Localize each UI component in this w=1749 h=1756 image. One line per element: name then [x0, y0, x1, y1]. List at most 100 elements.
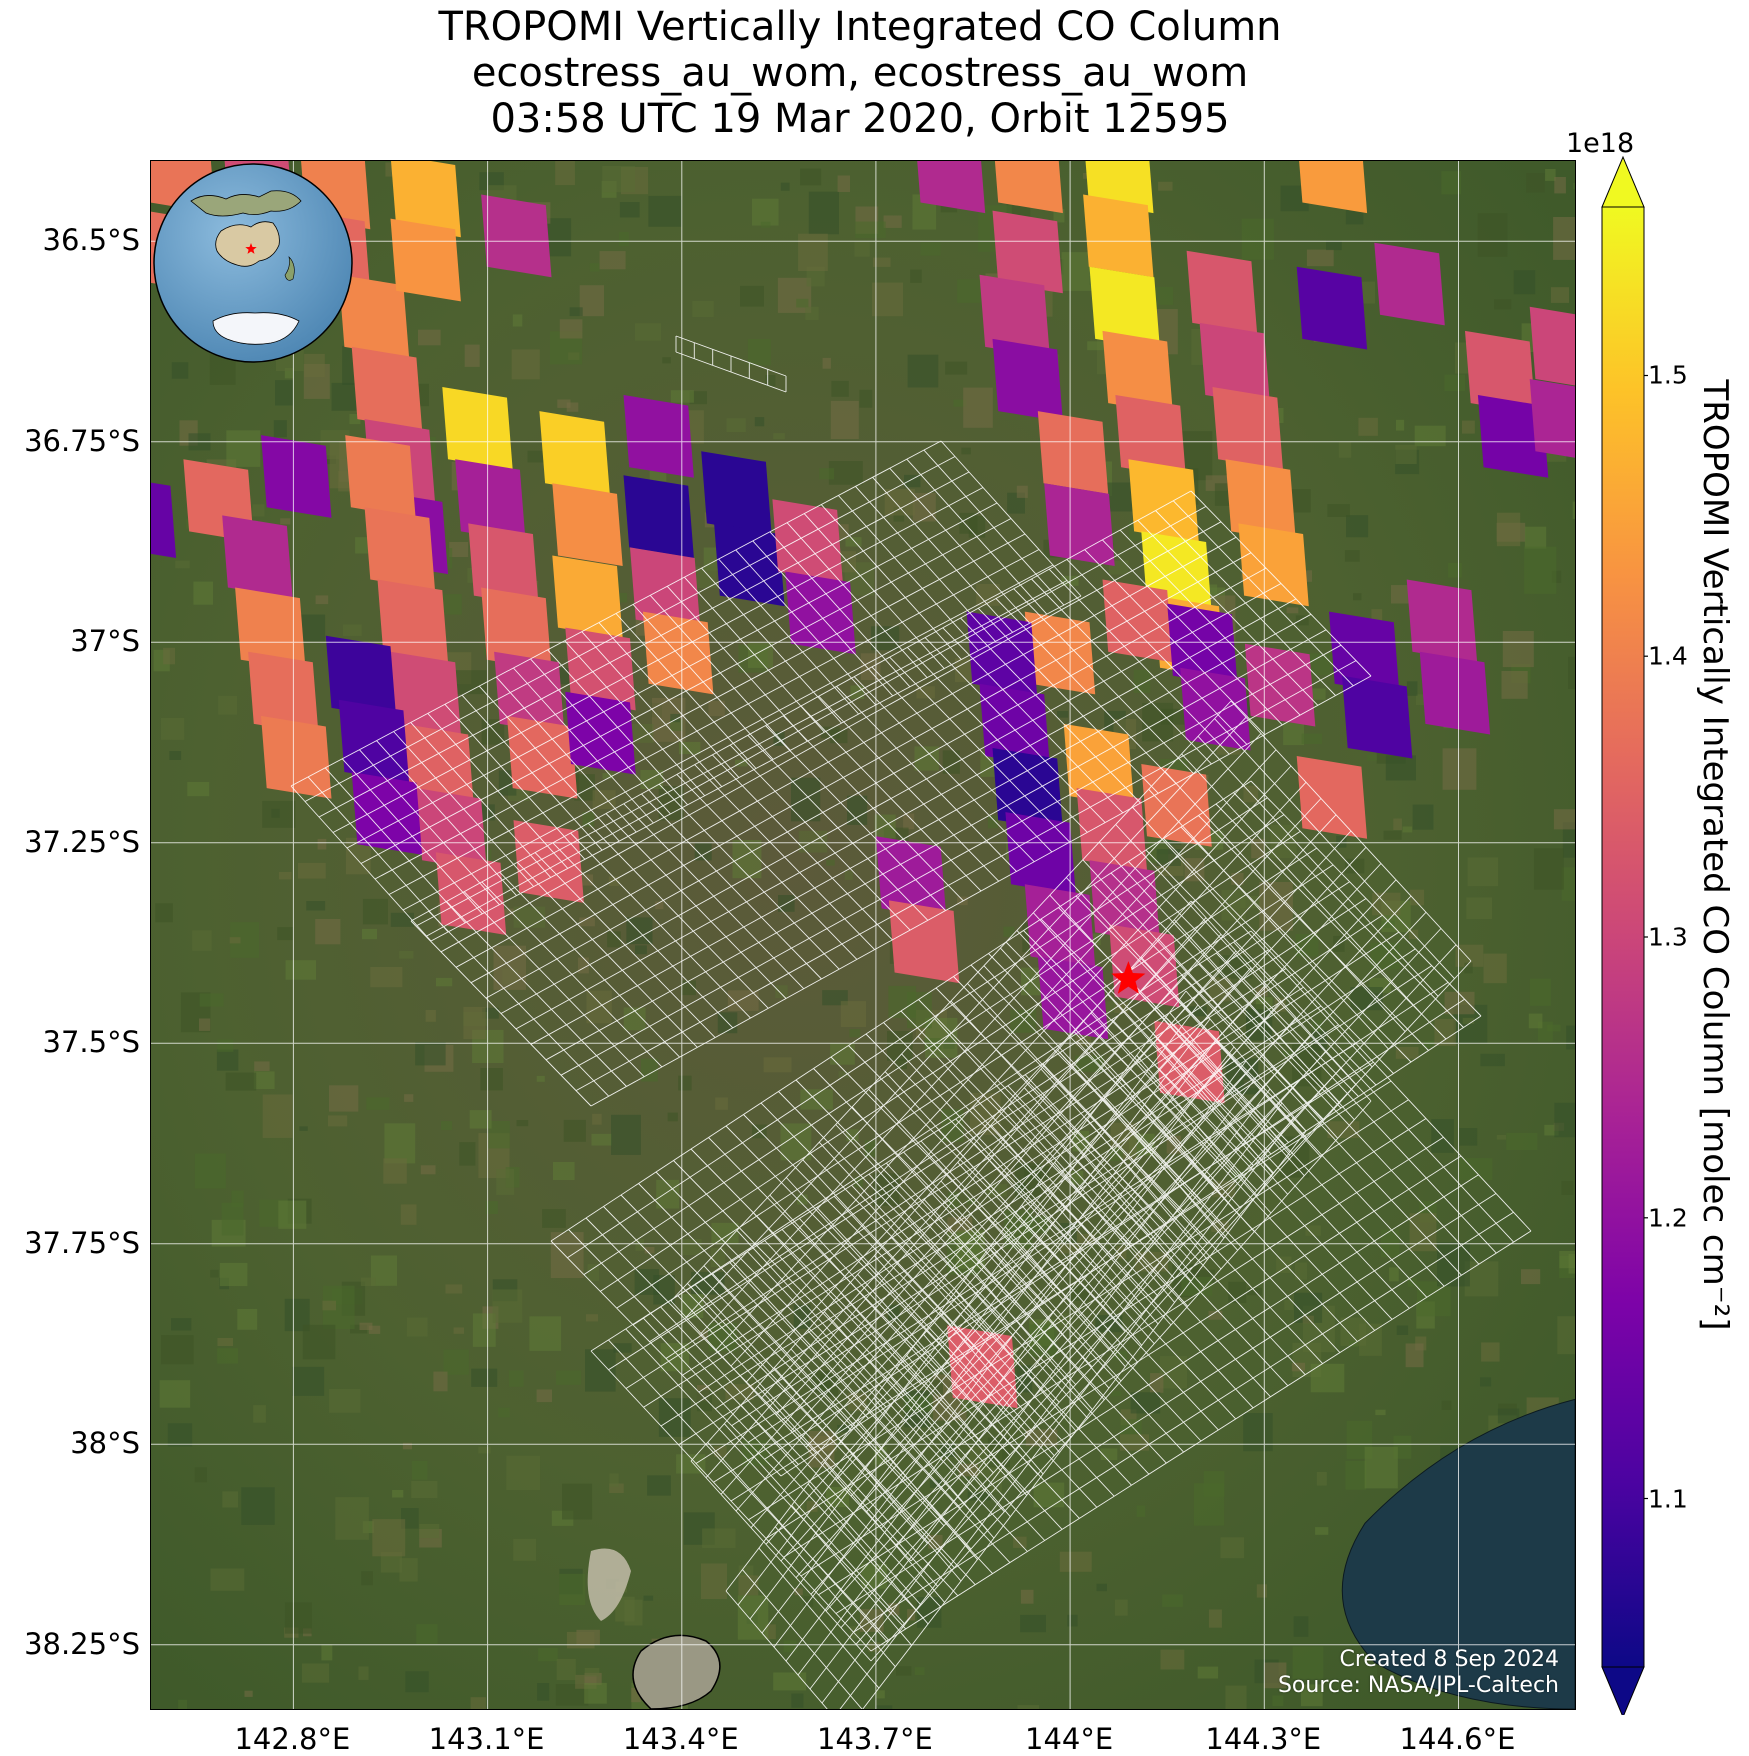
terrain-patch [1545, 169, 1556, 181]
terrain-patch [1528, 1013, 1543, 1029]
terrain-patch [292, 1366, 325, 1396]
terrain-patch [406, 1317, 428, 1337]
terrain-patch [1547, 1024, 1561, 1032]
terrain-patch [611, 1114, 641, 1155]
ecostress-footprints [290, 335, 1532, 1709]
tropomi-pixel [1296, 756, 1368, 839]
terrain-patch [441, 1121, 453, 1131]
tropomi-pixel [623, 395, 694, 478]
terrain-patch [1007, 492, 1025, 514]
terrain-patch [1551, 570, 1562, 583]
terrain-patch [315, 595, 329, 605]
terrain-patch [178, 1699, 187, 1709]
target-site-star[interactable] [1111, 961, 1146, 994]
terrain-patch [193, 581, 213, 605]
tropomi-pixel [351, 346, 423, 430]
tropomi-pixel [979, 683, 1050, 767]
terrain-patch [1462, 1017, 1475, 1024]
terrain-patch [585, 1349, 616, 1392]
terrain-patch [284, 368, 294, 379]
terrain-patch [727, 990, 759, 1011]
terrain-patch [1020, 1589, 1034, 1604]
terrain-patch [1415, 1336, 1427, 1351]
terrain-patch [1276, 1256, 1292, 1274]
terrain-patch [640, 770, 664, 789]
footprint-line [560, 644, 1342, 1076]
terrain-patch [864, 1140, 877, 1157]
terrain-patch [681, 980, 696, 996]
latitude-tick-label: 38°S [70, 1426, 140, 1461]
inset-globe [153, 163, 353, 363]
terrain-patch [602, 773, 614, 779]
footprint-line [818, 1174, 1479, 1596]
terrain-patch [670, 390, 694, 403]
terrain-patch [1561, 867, 1575, 901]
terrain-patch [1300, 1684, 1323, 1707]
terrain-patch [929, 1479, 942, 1488]
footprint-line [515, 598, 1297, 1030]
terrain-patch [875, 1705, 893, 1709]
terrain-patch [372, 1519, 406, 1557]
footprint-line [678, 1024, 1339, 1446]
terrain-patch [1377, 1663, 1389, 1679]
terrain-patch [1166, 837, 1182, 845]
map-canvas[interactable] [151, 161, 1575, 1709]
tropomi-pixel [772, 499, 843, 583]
terrain-patch [584, 1682, 607, 1704]
terrain-patch [806, 1501, 818, 1512]
terrain-patch [1316, 1472, 1327, 1486]
terrain-patch [252, 504, 265, 517]
terrain-patch [1441, 1400, 1452, 1410]
terrain-patch [425, 1010, 436, 1022]
terrain-patch [254, 1061, 270, 1071]
terrain-patch [1162, 1594, 1183, 1607]
terrain-patch [471, 1368, 498, 1387]
terrain-patch [872, 282, 903, 317]
terrain-patch [225, 1072, 257, 1091]
terrain-patch [443, 1349, 469, 1375]
terrain-patch [837, 1424, 851, 1433]
tropomi-pixel [992, 748, 1063, 831]
footprint-line [685, 716, 1247, 1318]
colorbar-exponent: 1e18 [1566, 128, 1635, 159]
terrain-patch [1344, 858, 1365, 874]
globe-target-marker [245, 243, 257, 254]
tropomi-pixel [325, 635, 397, 719]
terrain-patch [1396, 419, 1405, 431]
terrain-patch [362, 928, 377, 940]
terrain-patch [907, 1609, 916, 1621]
tropomi-pixels [151, 161, 1575, 1409]
footprint-line [862, 1130, 1307, 1709]
terrain-patch [643, 1595, 654, 1601]
terrain-patch [322, 1300, 336, 1311]
terrain-patch [738, 1575, 759, 1596]
terrain-patch [1409, 1213, 1437, 1252]
terrain-patch [955, 658, 973, 683]
terrain-patch [602, 166, 635, 193]
terrain-patch [1448, 562, 1462, 578]
terrain-patch [763, 1057, 792, 1073]
terrain-patch [1303, 688, 1326, 700]
terrain-patch [1136, 1505, 1146, 1517]
terrain-patch [472, 1313, 496, 1347]
tropomi-pixel [1406, 579, 1478, 663]
terrain-patch [562, 1483, 593, 1520]
terrain-patch [830, 400, 859, 439]
terrain-patch [175, 560, 190, 569]
terrain-patch [402, 1442, 412, 1450]
terrain-patch [1350, 987, 1383, 1011]
tropomi-pixel [701, 451, 772, 534]
terrain-patch [904, 474, 921, 488]
terrain-patch [399, 950, 414, 959]
footprint-line [346, 502, 998, 849]
tropomi-pixel [261, 715, 332, 799]
terrain-patch [454, 670, 487, 695]
footprint-line [583, 814, 1285, 1275]
terrain-patch [1241, 218, 1274, 260]
globe-antarctica-land [212, 312, 300, 345]
terrain-patch [498, 1407, 510, 1418]
footprint-line [773, 1046, 1235, 1648]
terrain-patch [438, 594, 462, 615]
tropomi-pixel [1238, 523, 1309, 607]
map-panel[interactable]: Created 8 Sep 2024 Source: NASA/JPL-Calt… [150, 160, 1576, 1710]
